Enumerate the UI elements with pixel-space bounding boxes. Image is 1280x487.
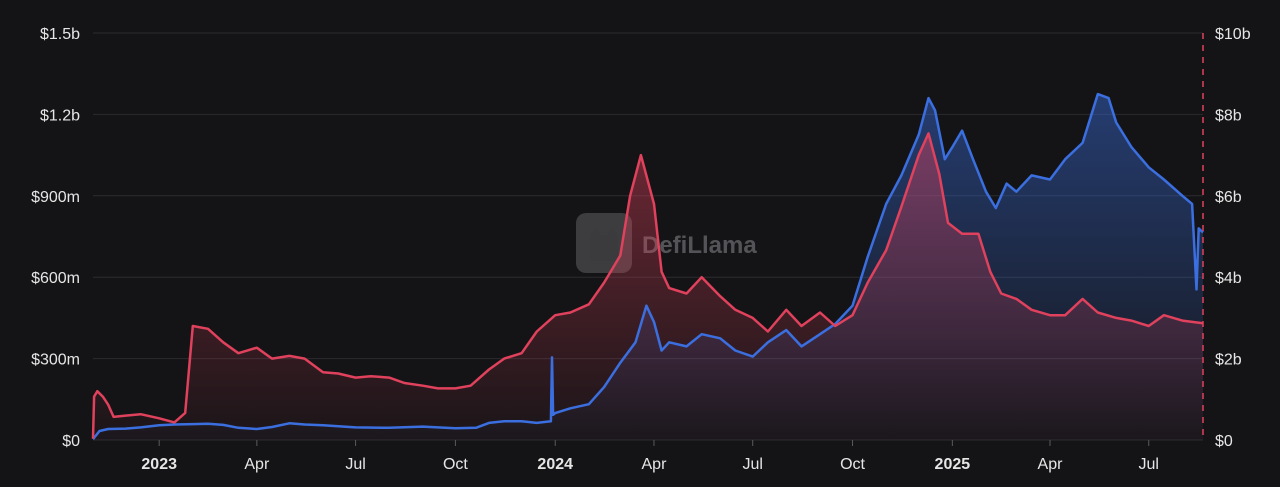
right-tick-label: $10b <box>1215 26 1251 43</box>
x-tick-label: 2024 <box>537 456 573 473</box>
left-tick-label: $0 <box>62 433 80 450</box>
left-tick-label: $300m <box>31 352 80 369</box>
series-lines <box>91 92 1204 440</box>
left-tick-label: $600m <box>31 270 80 287</box>
watermark-text: DefiLlama <box>642 232 757 259</box>
left-tick-label: $1.5b <box>40 26 80 43</box>
x-tick-label: Apr <box>642 456 668 473</box>
x-tick-label: Oct <box>840 456 865 473</box>
series-areas <box>93 94 1203 440</box>
x-tick-label: Jul <box>742 456 762 473</box>
right-tick-label: $0 <box>1215 433 1233 450</box>
right-tick-label: $4b <box>1215 270 1242 287</box>
right-axis: $0 $2b $4b $6b $8b $10b <box>1215 26 1251 450</box>
left-tick-label: $1.2b <box>40 107 80 124</box>
left-tick-label: $900m <box>31 189 80 206</box>
x-tick-label: Apr <box>1038 456 1064 473</box>
x-tick-label: 2023 <box>141 456 177 473</box>
series-area-1 <box>93 133 1203 440</box>
x-tick-label: Jul <box>345 456 365 473</box>
x-tick-label: Oct <box>443 456 468 473</box>
watermark: DefiLlama <box>576 213 757 273</box>
right-tick-label: $8b <box>1215 107 1242 124</box>
right-tick-label: $6b <box>1215 189 1242 206</box>
x-tick-label: 2025 <box>935 456 971 473</box>
left-axis: $0 $300m $600m $900m $1.2b $1.5b <box>31 26 80 450</box>
right-tick-label: $2b <box>1215 352 1242 369</box>
series-line-0 <box>92 92 1204 440</box>
series-line-1 <box>91 132 1204 439</box>
x-tick-label: Apr <box>244 456 270 473</box>
x-axis: 2023 Apr Jul Oct 2024 Apr Jul Oct 2025 Apr Jul <box>141 440 1159 473</box>
x-tick-label: Jul <box>1139 456 1159 473</box>
